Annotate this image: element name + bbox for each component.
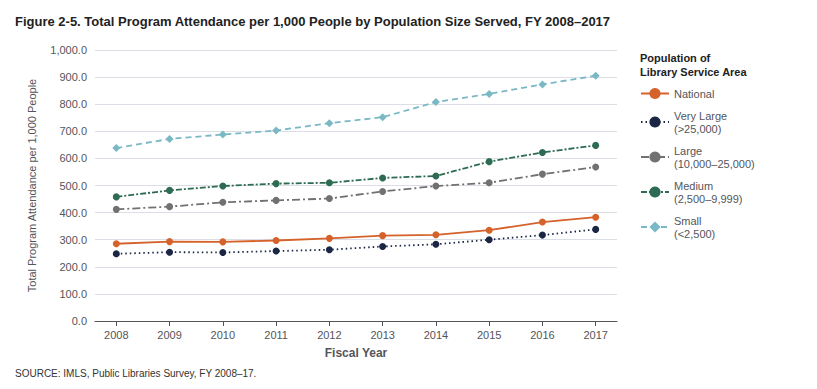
- svg-text:200.0: 200.0: [59, 261, 87, 273]
- svg-text:Medium: Medium: [674, 180, 713, 192]
- svg-text:0.0: 0.0: [72, 315, 87, 327]
- svg-text:2012: 2012: [317, 329, 341, 341]
- svg-text:(>25,000): (>25,000): [674, 123, 721, 135]
- svg-text:2013: 2013: [370, 329, 394, 341]
- svg-text:2009: 2009: [157, 329, 181, 341]
- svg-text:Total Program Attendance per 1: Total Program Attendance per 1,000 Peopl…: [26, 79, 38, 292]
- svg-text:600.0: 600.0: [59, 152, 87, 164]
- svg-text:Small: Small: [674, 215, 702, 227]
- svg-text:300.0: 300.0: [59, 234, 87, 246]
- svg-text:1,000.0: 1,000.0: [50, 44, 87, 56]
- svg-text:2016: 2016: [530, 329, 554, 341]
- svg-text:500.0: 500.0: [59, 180, 87, 192]
- svg-text:Population of: Population of: [640, 52, 711, 64]
- svg-text:100.0: 100.0: [59, 288, 87, 300]
- svg-text:2014: 2014: [424, 329, 448, 341]
- svg-text:National: National: [674, 88, 714, 100]
- svg-text:(2,500–9,999): (2,500–9,999): [674, 193, 743, 205]
- svg-text:Fiscal Year: Fiscal Year: [325, 346, 388, 360]
- svg-text:2017: 2017: [583, 329, 607, 341]
- svg-text:SOURCE: IMLS, Public Libraries: SOURCE: IMLS, Public Libraries Survey, F…: [15, 368, 256, 379]
- svg-text:Very Large: Very Large: [674, 110, 727, 122]
- svg-text:Large: Large: [674, 145, 702, 157]
- svg-text:Library Service Area: Library Service Area: [640, 66, 747, 78]
- svg-text:Figure 2-5. Total Program Atte: Figure 2-5. Total Program Attendance per…: [15, 14, 610, 29]
- svg-text:700.0: 700.0: [59, 125, 87, 137]
- svg-text:900.0: 900.0: [59, 71, 87, 83]
- svg-text:2008: 2008: [104, 329, 128, 341]
- svg-text:(10,000–25,000): (10,000–25,000): [674, 158, 755, 170]
- svg-text:2011: 2011: [264, 329, 288, 341]
- svg-text:(<2,500): (<2,500): [674, 228, 715, 240]
- svg-text:2010: 2010: [211, 329, 235, 341]
- svg-text:2015: 2015: [477, 329, 501, 341]
- svg-text:400.0: 400.0: [59, 207, 87, 219]
- svg-text:800.0: 800.0: [59, 98, 87, 110]
